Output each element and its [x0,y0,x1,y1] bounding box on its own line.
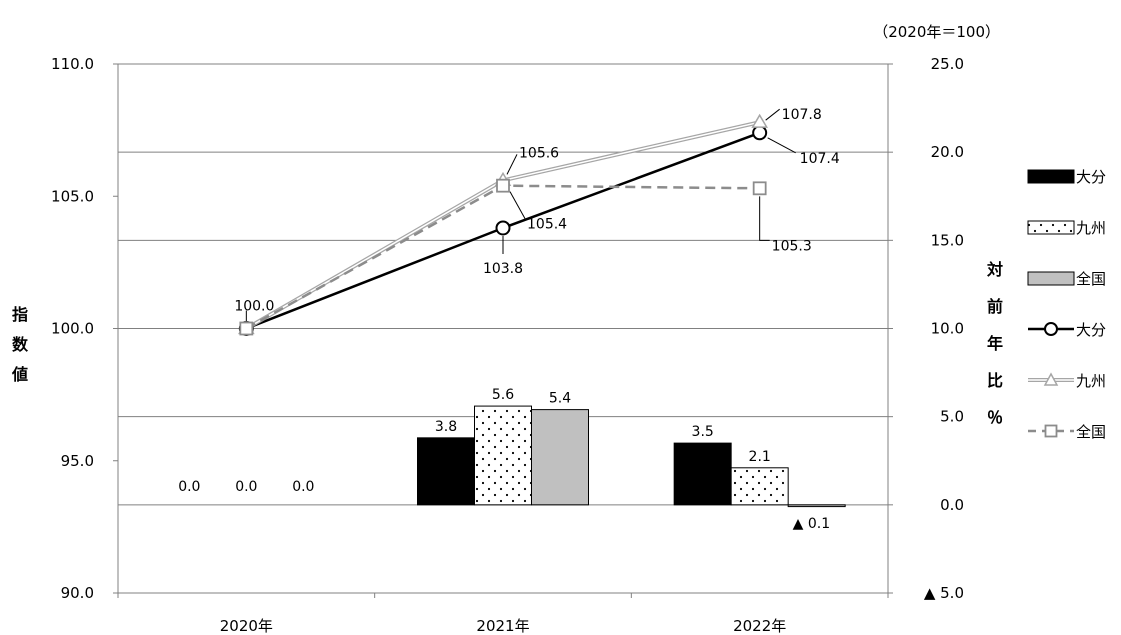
bar-大分 [673,442,732,506]
bar-value-label: 0.0 [235,479,257,495]
line-value-label: 105.6 [519,145,559,161]
legend-label: 大分 [1076,321,1106,339]
x-tick-label: 2020年 [220,617,273,635]
left-tick-label: 100.0 [51,320,94,338]
right-tick-label: 25.0 [931,55,964,73]
data-labels: 0.0 3.8 3.5 0.0 5.6 2.1 0.0 5.4 ▲ 0.1 103.8 107.4 1… [178,107,840,532]
legend-label: 大分 [1076,168,1106,186]
bar-value-label: 3.8 [435,419,457,435]
legend-marker-triangle [1043,372,1059,386]
left-axis-title: 指数値 [11,305,29,384]
line-value-label: 105.3 [772,238,812,254]
marker-square [239,321,254,336]
line-value-label: 100.0 [234,299,274,315]
right-axis-title-char: 対 [986,260,1003,279]
unit-note: （2020年＝100） [873,23,1000,41]
line-value-label: 107.4 [800,151,840,167]
bar-九州 [474,405,532,506]
legend-swatch-bar [1027,220,1075,235]
bar-value-label: 3.5 [692,424,714,440]
x-tick-label: 2022年 [733,617,786,635]
line-value-label: 103.8 [483,261,523,277]
right-tick-label: 5.0 [940,408,964,426]
right-tick-label: 20.0 [931,143,964,161]
line-全国 [245,184,760,330]
right-tick-label: 15.0 [931,231,964,249]
bar-全国 [787,504,846,508]
legend-label: 九州 [1076,219,1106,237]
legend-label: 九州 [1076,372,1106,390]
left-tick-label: 95.0 [61,452,94,470]
bar-value-label: 0.0 [292,479,314,495]
right-axis-title-char: 比 [987,371,1003,390]
left-axis-title-char: 指 [12,305,28,324]
left-tick-label: 110.0 [51,55,94,73]
marker-circle [495,220,511,236]
line-value-label: 105.4 [527,217,567,233]
bar-series-group [417,405,846,508]
marker-triangle [751,113,768,128]
x-tick-label: 2021年 [476,617,529,635]
left-tick-label: 105.0 [51,187,94,205]
right-axis-title-char: 前 [987,297,1003,316]
right-tick-label: 0.0 [940,496,964,514]
right-axis-title-char: ％ [987,408,1003,427]
legend-swatch-bar [1027,271,1075,286]
legend-label: 全国 [1076,423,1106,441]
bar-全国 [531,409,589,506]
marker-square [496,178,510,193]
marker-square [752,181,767,196]
left-axis-title-char: 数 [12,335,29,354]
legend-marker-square [1044,424,1058,438]
bar-大分 [417,437,475,506]
bar-value-label: 0.0 [178,479,200,495]
bar-value-label: 5.6 [492,387,514,403]
bar-value-label: 2.1 [749,449,771,465]
leader-line [759,196,770,241]
left-axis-title-char: 値 [11,365,28,384]
bar-value-label: ▲ 0.1 [793,516,830,532]
line-series-group [238,113,768,336]
legend-label: 全国 [1076,270,1106,288]
leader-line [767,137,796,154]
left-tick-label: 90.0 [61,584,94,602]
legend-marker-circle [1044,322,1058,336]
axes: 90.0 95.0 100.0 105.0 110.0 ▲ 5.0 0.0 5.0 10.0 15… [51,55,964,635]
bar-九州 [730,467,789,506]
right-tick-label: ▲ 5.0 [924,584,964,602]
marker-circle [752,125,768,141]
line-value-label: 107.8 [782,107,822,123]
leader-line [765,108,780,121]
right-tick-label: 10.0 [931,320,964,338]
legend-swatch-bar [1027,169,1075,184]
leader-line [509,191,526,219]
right-axis-title-char: 年 [987,334,1003,353]
leader-line [506,154,518,175]
bar-value-label: 5.4 [549,391,571,407]
